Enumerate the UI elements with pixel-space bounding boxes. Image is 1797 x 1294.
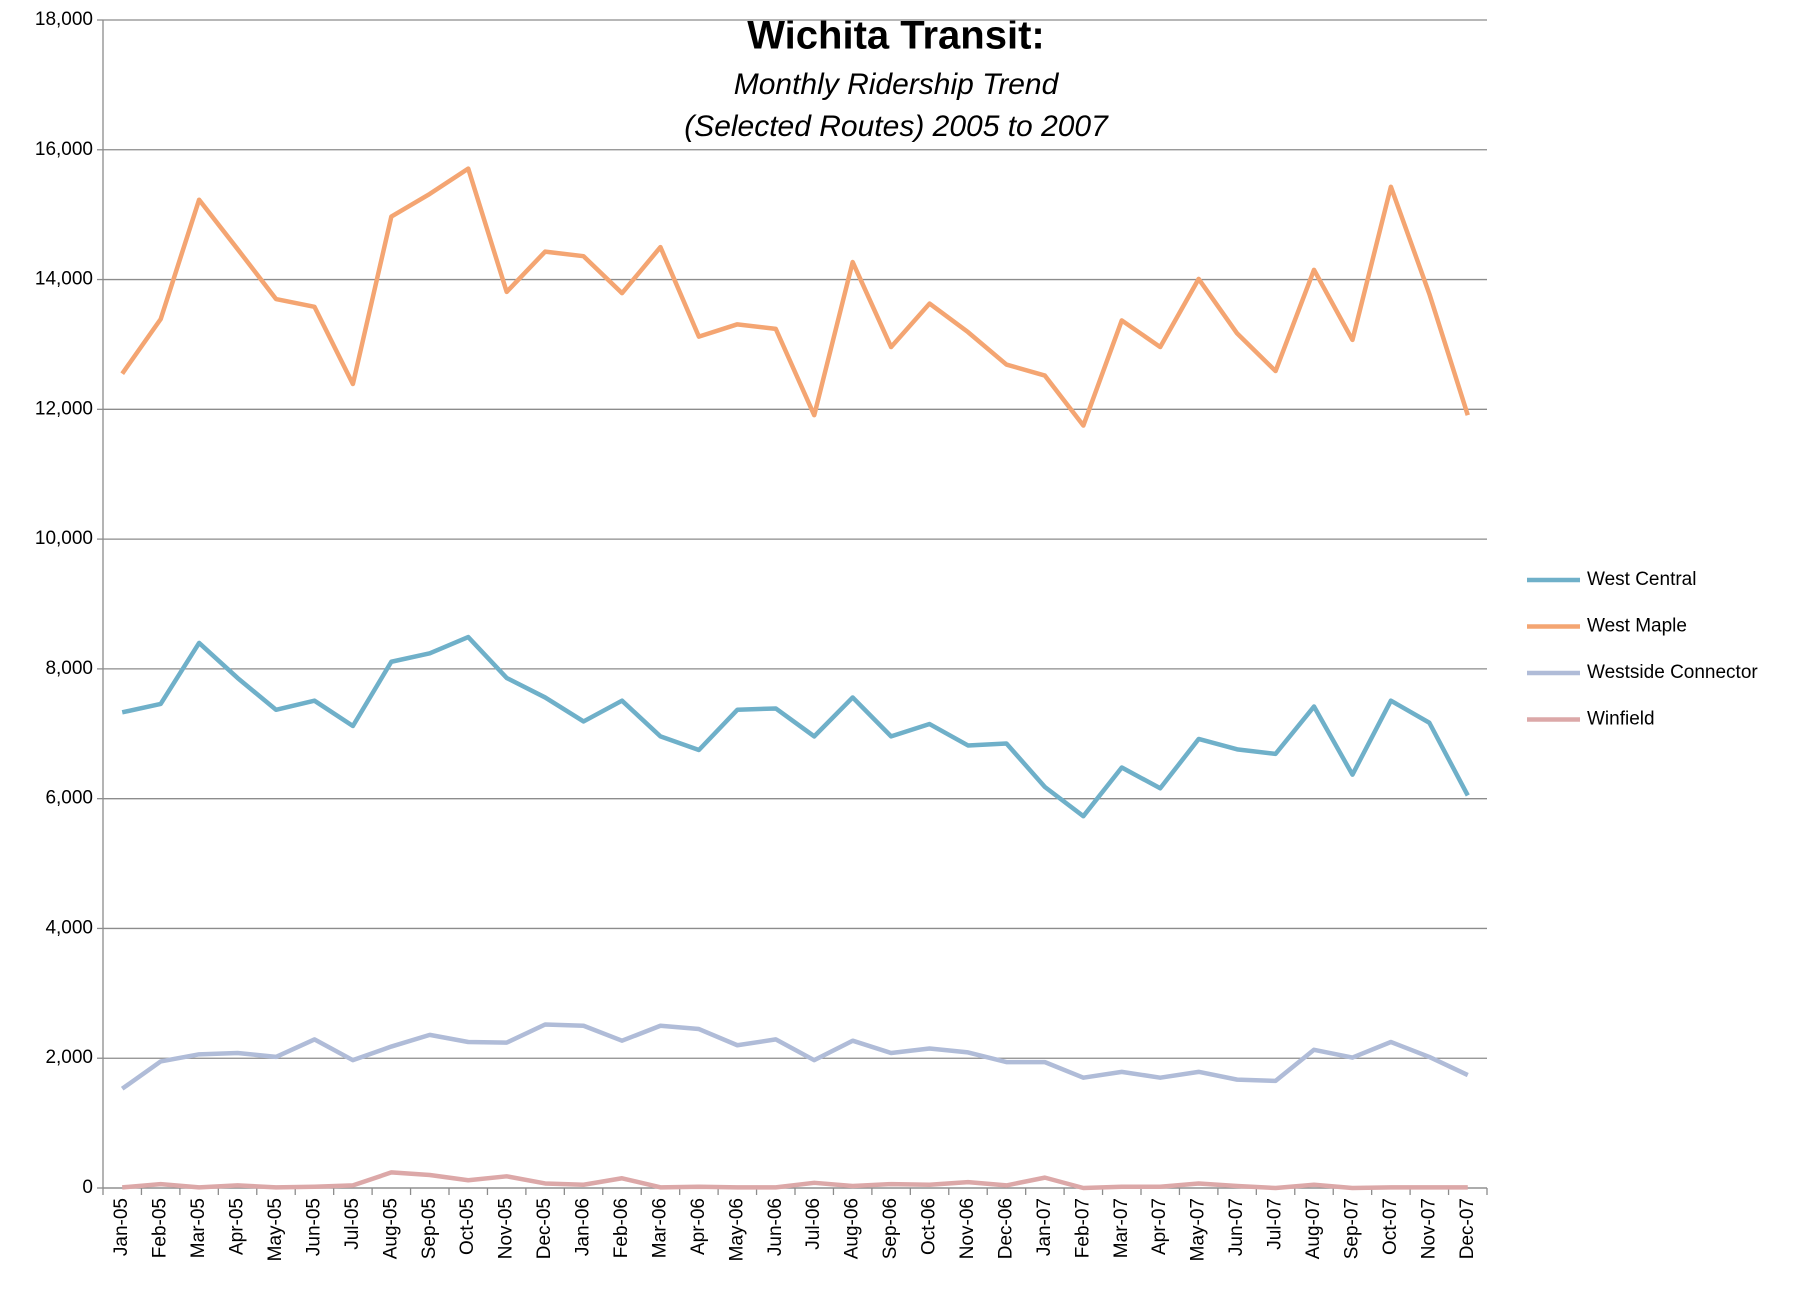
y-tick-label: 10,000 bbox=[35, 528, 93, 549]
x-tick-label: Jun-07 bbox=[1226, 1198, 1247, 1256]
x-tick-label: Jul-05 bbox=[342, 1198, 363, 1250]
x-tick-label: Nov-05 bbox=[496, 1198, 517, 1259]
x-tick-label: Oct-06 bbox=[919, 1198, 940, 1255]
x-tick-label: Dec-07 bbox=[1457, 1198, 1478, 1259]
x-tick-label: Nov-07 bbox=[1418, 1198, 1439, 1259]
y-tick-label: 4,000 bbox=[45, 917, 93, 938]
series-line bbox=[120, 166, 1470, 428]
legend-label: West Maple bbox=[1587, 616, 1687, 637]
y-tick-label: 18,000 bbox=[35, 9, 93, 30]
y-tick-label: 2,000 bbox=[45, 1047, 93, 1068]
x-tick-label: Nov-06 bbox=[957, 1198, 978, 1259]
x-tick-label: Dec-06 bbox=[995, 1198, 1016, 1259]
x-tick-label: May-06 bbox=[726, 1198, 747, 1261]
x-tick-label: Jan-07 bbox=[1034, 1198, 1055, 1256]
y-tick-label: 12,000 bbox=[35, 398, 93, 419]
x-tick-label: May-05 bbox=[265, 1198, 286, 1261]
legend-label: Westside Connector bbox=[1587, 662, 1758, 683]
legend-label: West Central bbox=[1587, 569, 1696, 590]
x-tick-label: Apr-07 bbox=[1149, 1198, 1170, 1255]
x-tick-label: Sep-05 bbox=[419, 1198, 440, 1259]
x-tick-label: Jun-05 bbox=[303, 1198, 324, 1256]
y-tick-label: 14,000 bbox=[35, 269, 93, 290]
x-tick-label: May-07 bbox=[1188, 1198, 1209, 1261]
x-tick-label: Feb-05 bbox=[150, 1198, 171, 1258]
x-tick-label: Oct-07 bbox=[1380, 1198, 1401, 1255]
x-tick-label: Apr-05 bbox=[227, 1198, 248, 1255]
x-tick-label: Dec-05 bbox=[534, 1198, 555, 1259]
x-tick-label: Feb-06 bbox=[611, 1198, 632, 1258]
chart-subtitle: (Selected Routes) 2005 to 2007 bbox=[684, 110, 1109, 143]
x-tick-label: Mar-05 bbox=[188, 1198, 209, 1258]
x-tick-label: Aug-07 bbox=[1303, 1198, 1324, 1259]
x-tick-label: Sep-07 bbox=[1341, 1198, 1362, 1259]
chart-subtitle: Monthly Ridership Trend bbox=[734, 68, 1060, 101]
y-tick-label: 6,000 bbox=[45, 788, 93, 809]
y-tick-label: 16,000 bbox=[35, 139, 93, 160]
x-tick-label: Feb-07 bbox=[1072, 1198, 1093, 1258]
series-line bbox=[121, 634, 1470, 819]
chart-title: Wichita Transit: bbox=[747, 14, 1044, 58]
y-tick-label: 0 bbox=[82, 1177, 93, 1198]
x-tick-label: Jul-06 bbox=[803, 1198, 824, 1250]
x-tick-label: Apr-06 bbox=[688, 1198, 709, 1255]
x-tick-label: Oct-05 bbox=[457, 1198, 478, 1255]
x-tick-label: Aug-06 bbox=[842, 1198, 863, 1259]
x-tick-label: Sep-06 bbox=[880, 1198, 901, 1259]
legend-label: Winfield bbox=[1587, 709, 1655, 730]
x-tick-label: Aug-05 bbox=[380, 1198, 401, 1259]
x-tick-label: Jan-06 bbox=[573, 1198, 594, 1256]
series-line bbox=[122, 1170, 1468, 1191]
x-tick-label: Mar-07 bbox=[1111, 1198, 1132, 1258]
x-tick-label: Jun-06 bbox=[765, 1198, 786, 1256]
y-tick-label: 8,000 bbox=[45, 658, 93, 679]
series-line bbox=[120, 1022, 1469, 1091]
x-tick-label: Mar-06 bbox=[649, 1198, 670, 1258]
x-tick-label: Jul-07 bbox=[1265, 1198, 1286, 1250]
x-tick-label: Jan-05 bbox=[111, 1198, 132, 1256]
